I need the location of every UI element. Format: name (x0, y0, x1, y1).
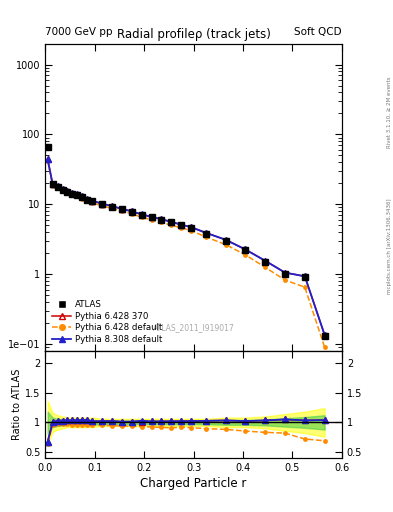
Text: 7000 GeV pp: 7000 GeV pp (45, 27, 113, 37)
X-axis label: Charged Particle r: Charged Particle r (140, 477, 247, 490)
Legend: ATLAS, Pythia 6.428 370, Pythia 6.428 default, Pythia 8.308 default: ATLAS, Pythia 6.428 370, Pythia 6.428 de… (50, 297, 165, 347)
Text: mcplots.cern.ch [arXiv:1306.3436]: mcplots.cern.ch [arXiv:1306.3436] (387, 198, 392, 293)
Y-axis label: Ratio to ATLAS: Ratio to ATLAS (12, 369, 22, 440)
Text: Rivet 3.1.10, ≥ 2M events: Rivet 3.1.10, ≥ 2M events (387, 77, 392, 148)
Title: Radial profileρ (track jets): Radial profileρ (track jets) (117, 28, 270, 41)
Text: Soft QCD: Soft QCD (294, 27, 342, 37)
Text: ATLAS_2011_I919017: ATLAS_2011_I919017 (152, 323, 235, 332)
